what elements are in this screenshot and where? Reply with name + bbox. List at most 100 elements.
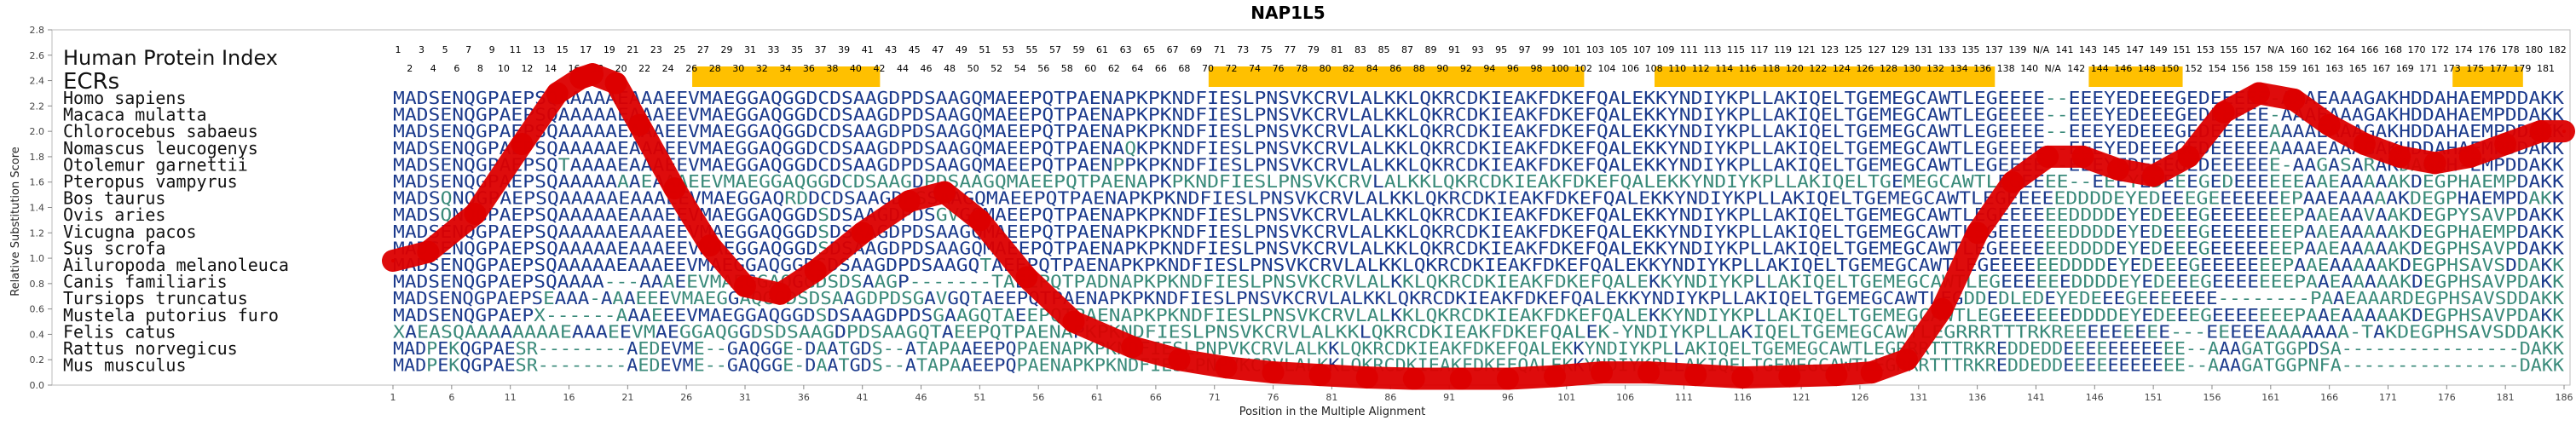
human-index-label: 4	[430, 63, 436, 74]
human-index-label: 32	[756, 63, 768, 74]
chart-title: NAP1L5	[1250, 3, 1325, 23]
human-index-label: 109	[1656, 44, 1674, 55]
x-tick-label: 11	[505, 392, 517, 403]
human-index-label: 145	[2103, 44, 2121, 55]
ecr-region-3	[1655, 66, 1996, 87]
ecr-region-2	[1208, 66, 1585, 87]
human-index-label: 123	[1821, 44, 1839, 55]
human-index-label: 87	[1401, 44, 1413, 55]
curve-point	[1905, 358, 1909, 362]
human-index-label: 175	[2466, 63, 2484, 74]
human-index-label: 14	[545, 63, 557, 74]
curve-point	[1975, 231, 1979, 235]
sequence-row: MADSENQGPAEP X------A AA EEEVMAEGGAQGGD SDSA…	[393, 305, 2564, 325]
curve-point	[1647, 371, 1651, 375]
curve-point	[978, 218, 982, 222]
human-index-label: 39	[838, 44, 850, 55]
x-tick-label: 126	[1851, 392, 1868, 403]
human-index-label: 82	[1343, 63, 1354, 74]
human-index-label: 143	[2079, 44, 2097, 55]
curve-point	[591, 72, 595, 77]
curve-point	[1834, 373, 1839, 377]
human-index-label: 170	[2408, 44, 2426, 55]
species-label: Rattus norvegicus	[63, 338, 238, 359]
curve-point	[2504, 142, 2508, 147]
human-index-label: 158	[2255, 63, 2273, 74]
curve-point	[1177, 358, 1181, 362]
human-index-label: 13	[533, 44, 545, 55]
y-tick-label: 2.6	[30, 50, 45, 61]
human-index-label: 149	[2150, 44, 2168, 55]
curve-point	[614, 81, 618, 85]
curve-point	[1552, 374, 1557, 378]
human-index-label: 60	[1084, 63, 1096, 74]
human-index-label: 119	[1774, 44, 1792, 55]
y-tick-label: 0.8	[30, 279, 45, 290]
human-index-label: 125	[1845, 44, 1863, 55]
human-index-label: 154	[2208, 63, 2226, 74]
species-label: Canis familiaris	[63, 272, 228, 292]
human-index-label: 21	[627, 44, 638, 55]
human-index-label: 83	[1354, 44, 1366, 55]
species-label: Mustela putorius furo	[63, 305, 279, 325]
human-index-label: 152	[2185, 63, 2203, 74]
human-index-label: 128	[1880, 63, 1897, 74]
human-index-label: 139	[2008, 44, 2026, 55]
human-index-label: 35	[791, 44, 803, 55]
human-index-label: 171	[2419, 63, 2437, 74]
human-index-label: 147	[2126, 44, 2144, 55]
human-index-label: 135	[1961, 44, 1979, 55]
human-index-label: 91	[1448, 44, 1460, 55]
human-index-label: 49	[956, 44, 967, 55]
human-index-label: 10	[498, 63, 510, 74]
x-tick-label: 161	[2261, 392, 2279, 403]
human-index-label: 102	[1574, 63, 1592, 74]
human-index-label: 93	[1472, 44, 1484, 55]
human-index-label: 132	[1926, 63, 1944, 74]
curve-point	[1365, 376, 1369, 380]
curve-point	[1788, 374, 1792, 378]
curve-point	[943, 190, 947, 194]
human-index-label: 117	[1751, 44, 1769, 55]
human-index-label: N/A	[2033, 44, 2050, 55]
curve-point	[1869, 371, 1874, 375]
x-tick-label: 171	[2379, 392, 2397, 403]
species-label: Ailuropoda melanoleuca	[63, 255, 289, 275]
x-tick-label: 156	[2203, 392, 2221, 403]
human-index-label: 157	[2244, 44, 2261, 55]
curve-point	[2327, 123, 2331, 127]
curve-point	[2292, 97, 2296, 101]
human-index-label: 40	[850, 63, 862, 74]
human-index-label: 113	[1703, 44, 1721, 55]
human-index-label: 99	[1542, 44, 1554, 55]
human-index-label: 133	[1938, 44, 1956, 55]
x-tick-label: 181	[2497, 392, 2515, 403]
human-index-label: 6	[453, 63, 459, 74]
human-index-label: 156	[2232, 63, 2250, 74]
human-index-label: 86	[1389, 63, 1401, 74]
curve-point	[2362, 142, 2366, 147]
human-index-label: 160	[2290, 44, 2308, 55]
curve-point	[1458, 377, 1463, 381]
human-index-label: 66	[1155, 63, 1167, 74]
axis-ticks: 0.0 0.2 0.4 0.6 0.8 1.0 1.2 1.4 1.6 1.8 2.0 2.2 2.4 2…	[30, 25, 2573, 403]
human-index-label: 107	[1633, 44, 1651, 55]
human-index-label: 12	[521, 63, 533, 74]
human-index-label: 100	[1551, 63, 1568, 74]
human-index-label: 57	[1049, 44, 1061, 55]
human-index-label: 148	[2138, 63, 2156, 74]
curve-point	[1412, 377, 1416, 381]
human-index-label: 27	[697, 44, 709, 55]
human-index-label: 47	[932, 44, 944, 55]
curve-point	[1940, 307, 1944, 311]
x-tick-label: 151	[2145, 392, 2163, 403]
human-index-label: 44	[897, 63, 909, 74]
human-index-label: 25	[673, 44, 685, 55]
human-index-label: 73	[1237, 44, 1249, 55]
x-tick-label: 61	[1091, 392, 1103, 403]
human-index-label: 52	[991, 63, 1002, 74]
human-index-label: 124	[1833, 63, 1851, 74]
